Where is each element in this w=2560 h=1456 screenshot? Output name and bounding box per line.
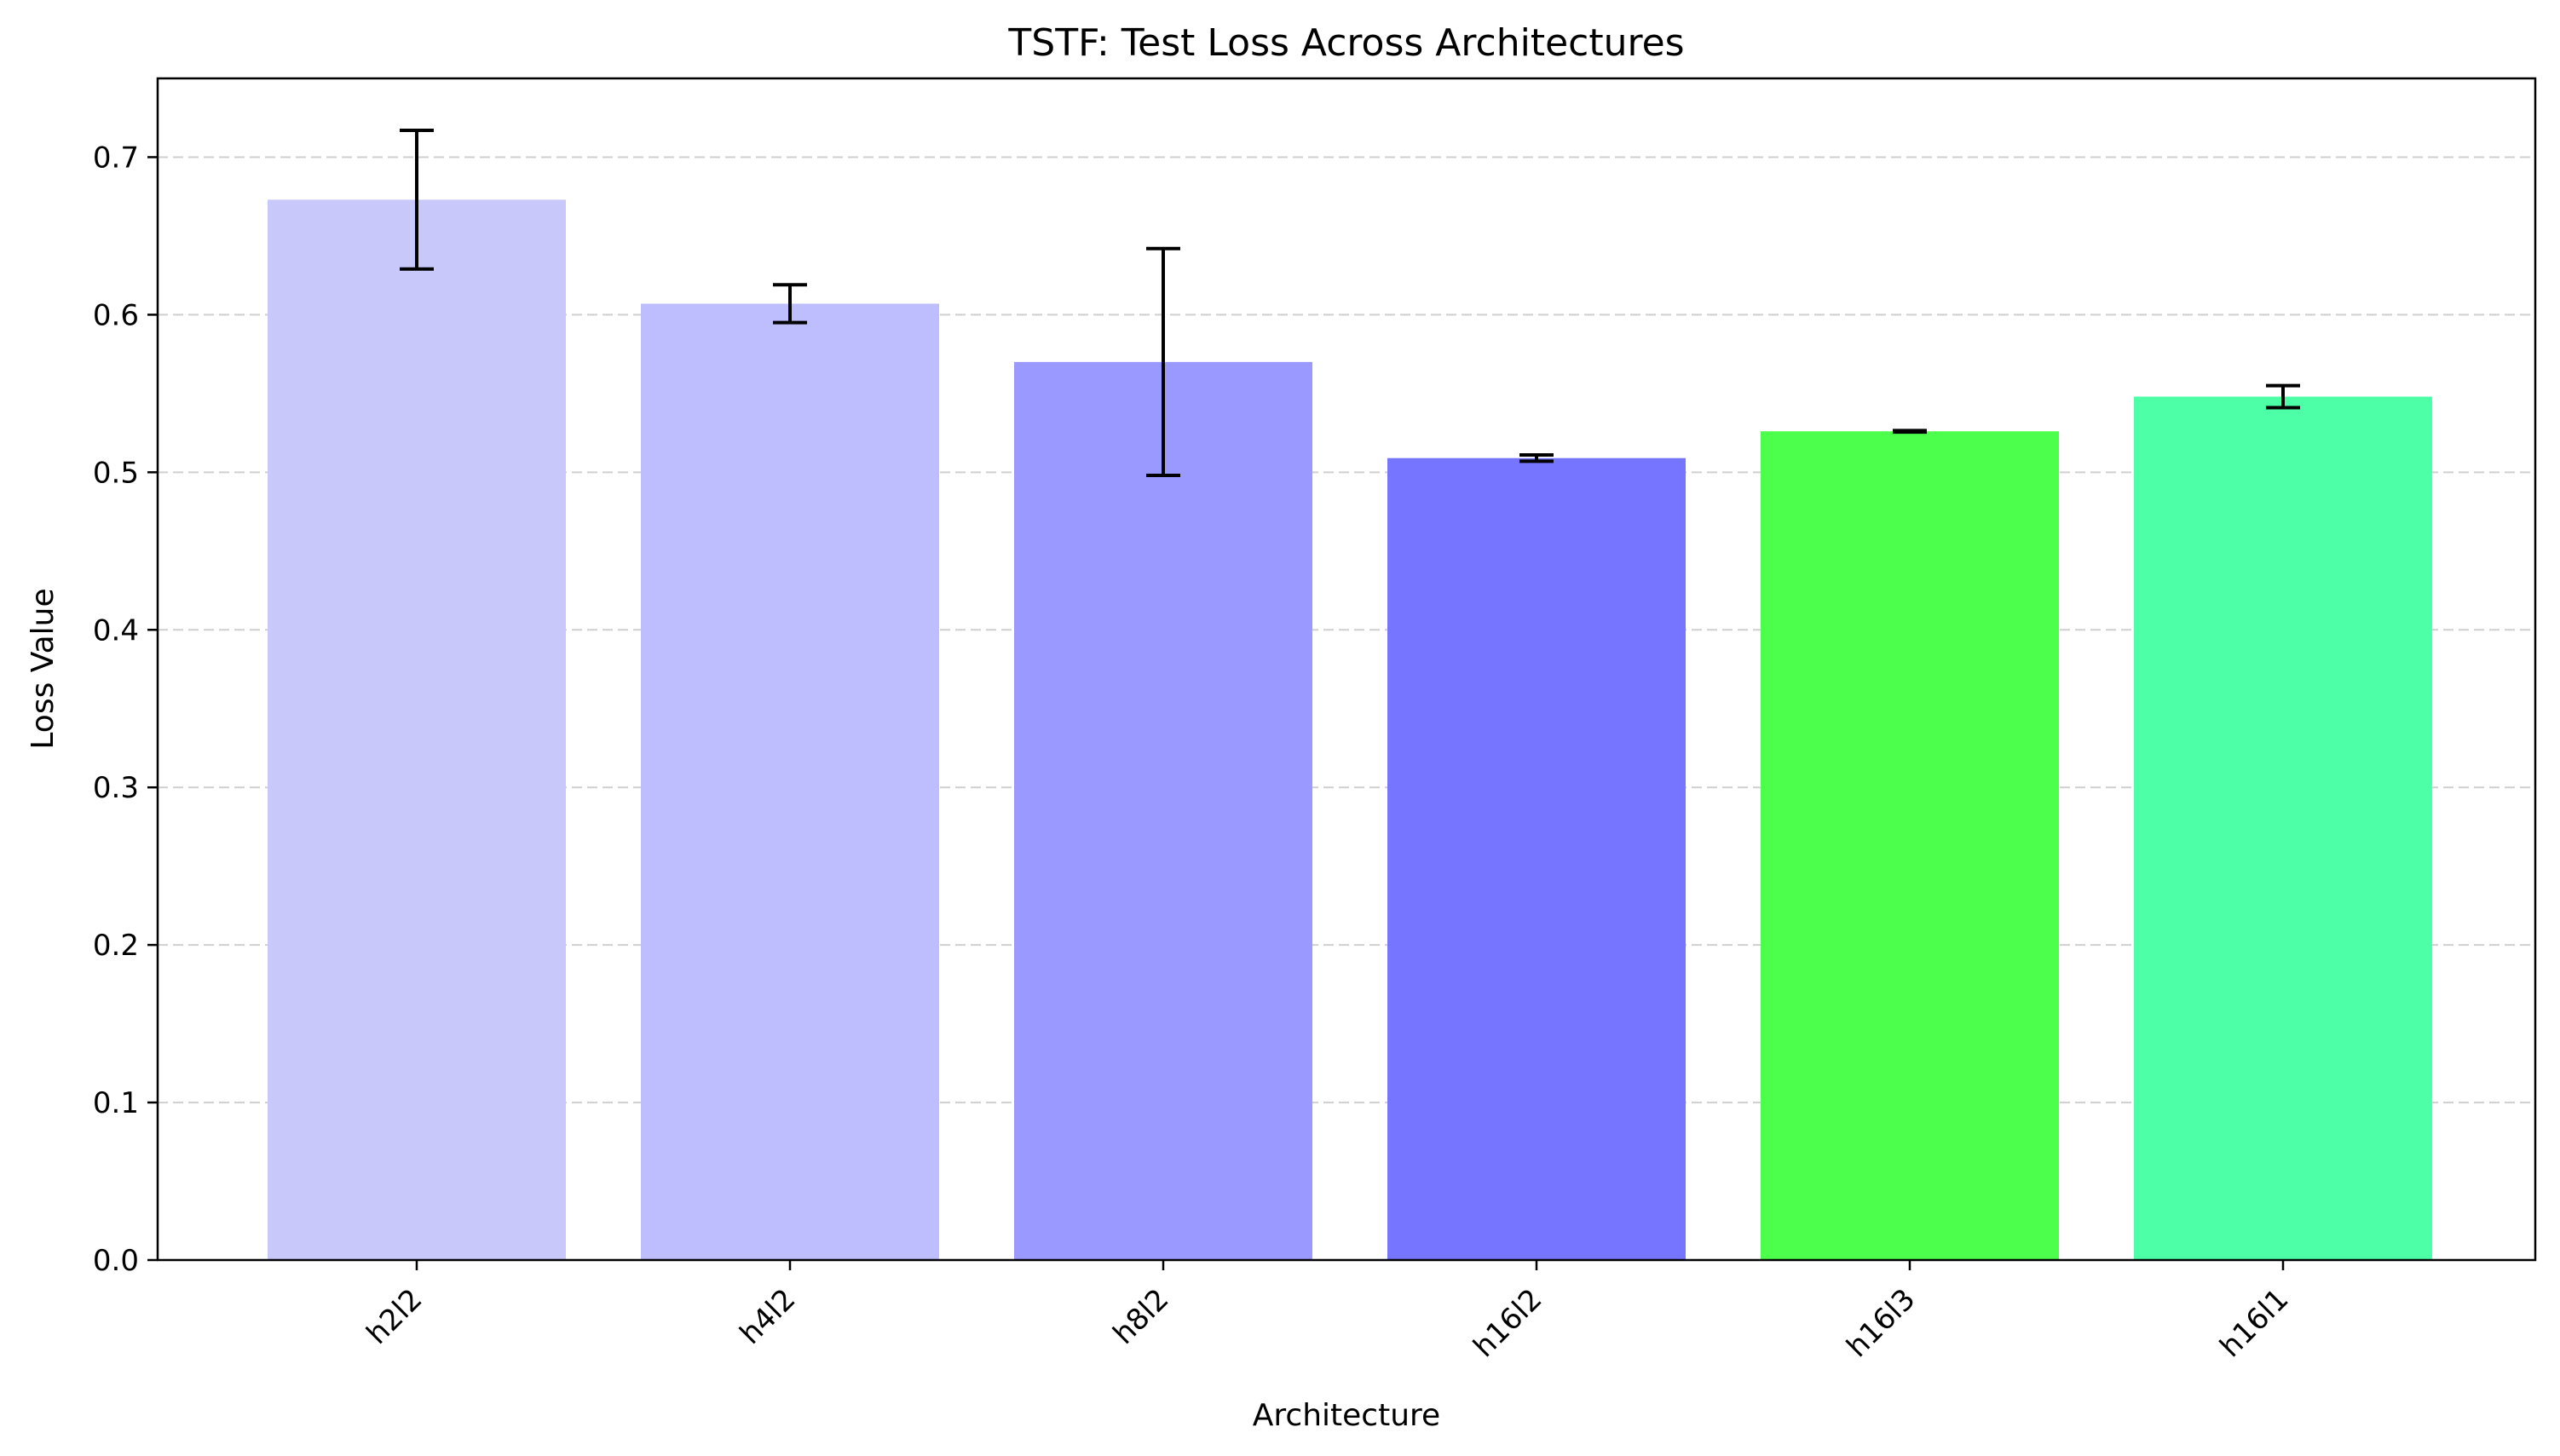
bar-h16l1: [2134, 396, 2432, 1261]
x-tick-label-h2l2: h2l2: [360, 1282, 430, 1351]
y-tick-label: 0.5: [93, 456, 139, 490]
bar-h2l2: [268, 199, 566, 1260]
bars: [268, 199, 2432, 1261]
x-tick-label-h16l1: h16l1: [2213, 1282, 2295, 1364]
y-axis-label: Loss Value: [26, 588, 61, 749]
y-tick-label: 0.6: [93, 298, 139, 332]
chart-title: TSTF: Test Loss Across Architectures: [1007, 21, 1684, 65]
plot-frame: [156, 77, 2537, 1262]
error-bars: [400, 129, 2300, 478]
x-tick-label-h16l3: h16l3: [1840, 1282, 1922, 1364]
y-tick-label: 0.7: [93, 141, 139, 175]
x-axis-ticks: h2l2 h4l2 h8l2 h16l2 h16l3 h16l1: [360, 1260, 2295, 1364]
x-tick-label-h8l2: h8l2: [1107, 1282, 1176, 1351]
y-tick-label: 0.1: [93, 1086, 139, 1120]
x-tick-label-h4l2: h4l2: [734, 1282, 803, 1351]
y-tick-label: 0.4: [93, 613, 139, 647]
x-axis-label: Architecture: [1253, 1398, 1440, 1433]
y-tick-label: 0.0: [93, 1244, 139, 1278]
bar-h4l2: [641, 303, 939, 1260]
bar-h16l2: [1387, 458, 1686, 1260]
y-axis-ticks: 0.0 0.1 0.2 0.3 0.4 0.5 0.6 0.7: [93, 141, 158, 1278]
y-tick-label: 0.3: [93, 771, 139, 805]
x-tick-label-h16l2: h16l2: [1467, 1282, 1548, 1364]
bar-h16l3: [1761, 431, 2059, 1260]
bar-h8l2: [1014, 361, 1312, 1260]
y-tick-label: 0.2: [93, 929, 139, 963]
